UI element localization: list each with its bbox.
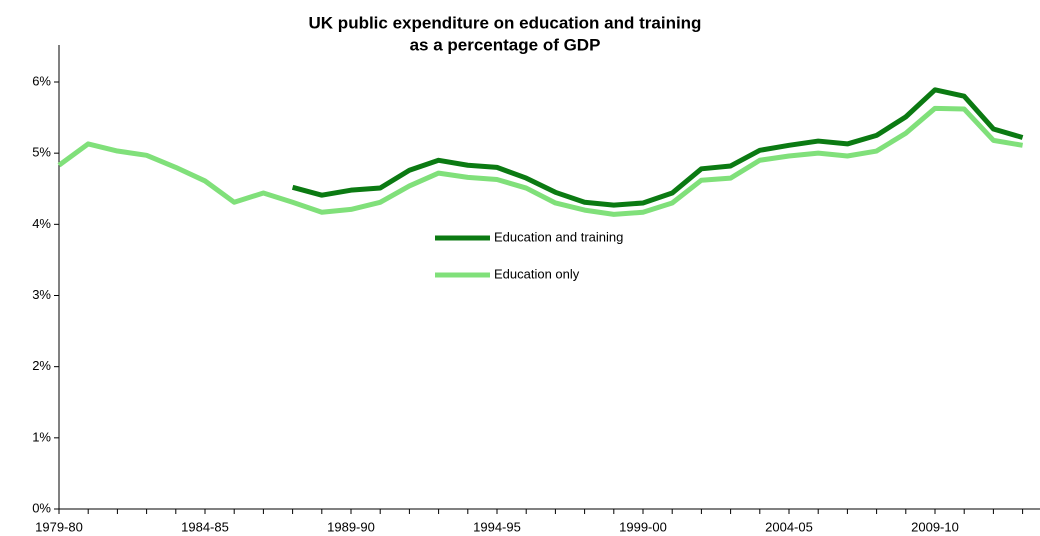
chart-title: as a percentage of GDP [410, 35, 601, 54]
y-tick-label: 0% [32, 500, 51, 515]
y-tick-label: 1% [32, 429, 51, 444]
x-tick-label: 1999-00 [619, 519, 667, 534]
y-tick-label: 2% [32, 358, 51, 373]
y-tick-label: 5% [32, 145, 51, 160]
y-tick-label: 3% [32, 287, 51, 302]
x-tick-label: 1979-80 [35, 519, 83, 534]
legend-label: Education only [494, 266, 580, 281]
x-tick-label: 1994-95 [473, 519, 521, 534]
chart-title: UK public expenditure on education and t… [309, 13, 702, 32]
x-tick-label: 2009-10 [911, 519, 959, 534]
x-tick-label: 2004-05 [765, 519, 813, 534]
legend-label: Education and training [494, 229, 623, 244]
x-tick-label: 1989-90 [327, 519, 375, 534]
x-tick-label: 1984-85 [181, 519, 229, 534]
y-tick-label: 6% [32, 73, 51, 88]
line-series [291, 87, 1024, 208]
line-series [57, 105, 1024, 217]
y-tick-label: 4% [32, 216, 51, 231]
